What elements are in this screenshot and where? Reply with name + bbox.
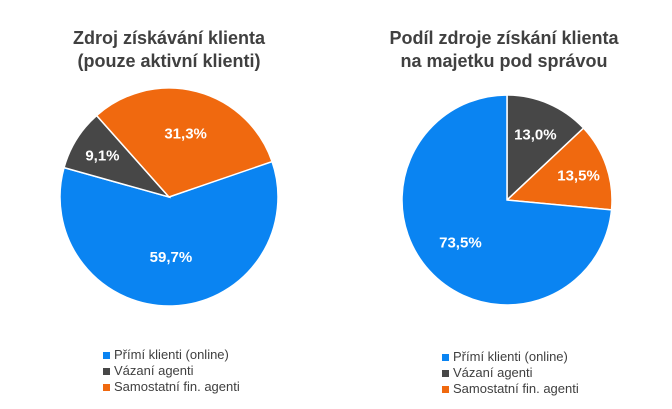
data-label: 59,7%: [150, 249, 193, 266]
chart-1-legend: Přímí klienti (online) Vázaní agenti Sam…: [103, 347, 240, 395]
pie-slice: [59, 160, 279, 307]
legend-label: Přímí klienti (online): [453, 349, 568, 364]
title-line: (pouze aktivní klienti): [77, 51, 261, 71]
title-line: Podíl zdroje získání klienta: [389, 28, 619, 48]
legend-item: Samostatní fin. agenti: [103, 379, 240, 395]
data-label: 13,5%: [557, 168, 600, 185]
title-line: na majetku pod správou: [400, 51, 608, 71]
data-label: 73,5%: [439, 234, 482, 251]
legend-label: Přímí klienti (online): [114, 347, 229, 362]
pie-slice: [506, 94, 585, 202]
legend-item: Přímí klienti (online): [442, 349, 579, 365]
pie-slice: [401, 94, 613, 306]
chart-2-legend: Přímí klienti (online) Vázaní agenti Sam…: [442, 349, 579, 397]
data-label: 13,0%: [514, 126, 557, 143]
legend-label: Samostatní fin. agenti: [114, 379, 240, 394]
legend-swatch: [103, 367, 110, 375]
legend-swatch: [103, 351, 110, 359]
pie-slice: [505, 127, 613, 211]
legend-item: Samostatní fin. agenti: [442, 381, 579, 397]
data-label: 31,3%: [164, 126, 207, 143]
legend-item: Vázaní agenti: [103, 363, 240, 379]
chart-2-title: Podíl zdroje získání klienta na majetku …: [354, 27, 654, 73]
legend-item: Vázaní agenti: [442, 365, 579, 381]
legend-label: Vázaní agenti: [114, 363, 194, 378]
data-label: 9,1%: [85, 147, 119, 164]
legend-swatch: [103, 383, 110, 391]
legend-label: Vázaní agenti: [453, 365, 533, 380]
legend-label: Samostatní fin. agenti: [453, 381, 579, 396]
legend-item: Přímí klienti (online): [103, 347, 240, 363]
legend-swatch: [442, 385, 449, 393]
title-line: Zdroj získávání klienta: [72, 28, 266, 48]
chart-1-title: Zdroj získávání klienta (pouze aktivní k…: [19, 27, 319, 73]
pie-slice: [95, 87, 274, 198]
legend-swatch: [442, 369, 449, 377]
legend-swatch: [442, 353, 449, 361]
